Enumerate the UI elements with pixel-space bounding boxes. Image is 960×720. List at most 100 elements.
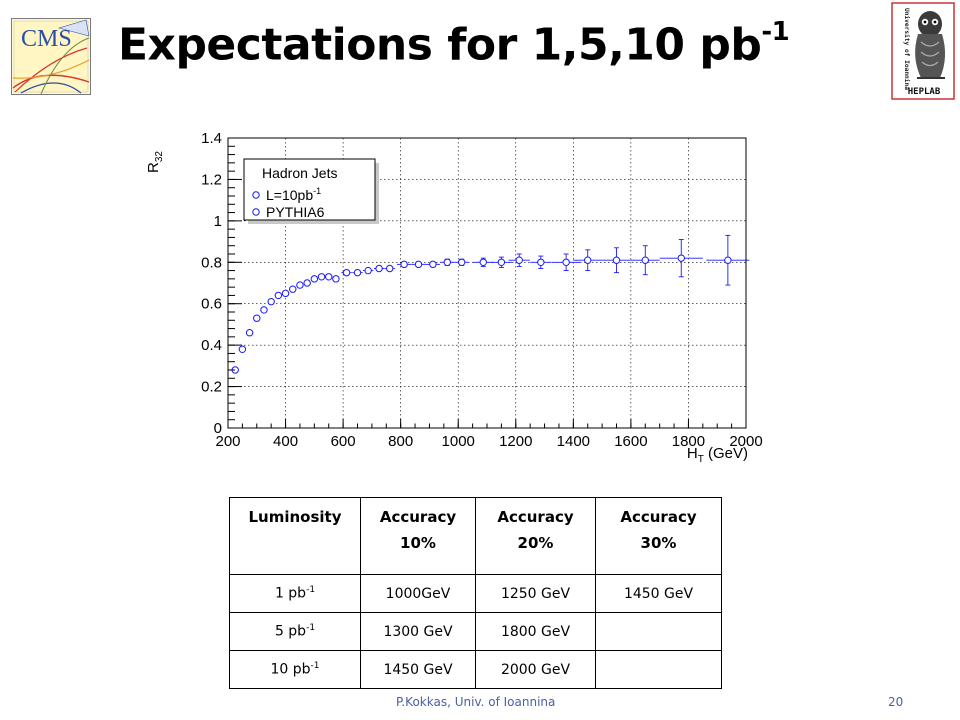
data-point [260, 306, 268, 314]
data-point [454, 258, 469, 266]
data-marker [364, 266, 372, 275]
heplab-vertical-text: University of Ioannina [903, 8, 911, 90]
data-point [267, 297, 275, 306]
cell-luminosity: 10 pb-1 [229, 650, 361, 689]
cell-acc20: 1800 GeV [475, 612, 596, 651]
table-row: 5 pb-1 1300 GeV 1800 GeV [229, 612, 722, 651]
data-point [352, 268, 363, 277]
r32-vs-ht-chart: 200 400 600 800 1000 1200 1400 1600 1800 2000 0 0.2… [145, 130, 763, 465]
heplab-logo-text: HEPLAB [908, 87, 941, 97]
data-marker [457, 258, 466, 266]
data-marker [245, 329, 254, 337]
x-tick-label: 600 [331, 433, 356, 450]
heplab-logo: University of Ioannina HEPLAB [891, 2, 955, 100]
legend-marker-0 [252, 191, 260, 199]
cell-acc10: 1450 GeV [360, 650, 476, 689]
data-point [317, 273, 326, 281]
cell-acc20: 2000 GeV [475, 650, 596, 689]
data-marker [310, 275, 319, 283]
page-number: 20 [888, 695, 904, 709]
legend-entry-0: L=10pb-1 [266, 186, 321, 203]
x-tick-label: 1400 [557, 433, 590, 450]
data-point [362, 266, 374, 275]
legend-entry-1: PYTHIA6 [266, 204, 325, 220]
data-marker [400, 260, 408, 269]
data-marker [724, 256, 732, 264]
data-point [573, 249, 603, 272]
data-point [325, 273, 333, 281]
data-marker [289, 285, 297, 293]
data-marker [641, 256, 649, 264]
data-marker [386, 264, 394, 273]
data-marker [332, 275, 340, 283]
data-point [551, 253, 581, 272]
data-marker [303, 279, 311, 287]
data-marker [414, 260, 423, 269]
data-point [472, 257, 494, 267]
y-tick-label: 0.8 [201, 254, 222, 271]
cms-logo: CMS [11, 18, 91, 95]
data-marker [479, 258, 487, 266]
x-axis-title: HT (GeV) [687, 445, 748, 465]
data-marker [584, 256, 592, 264]
data-point [341, 268, 352, 277]
x-tick-label: 800 [388, 433, 413, 450]
table-row: 1 pb-1 1000GeV 1250 GeV 1450 GeV [229, 574, 722, 613]
data-point [296, 281, 304, 289]
y-tick-label: 0.2 [201, 379, 222, 396]
y-tick-label: 0 [214, 420, 222, 437]
cell-acc10: 1000GeV [360, 574, 476, 613]
data-point [706, 234, 750, 286]
header-accuracy-30: Accuracy 30% [595, 497, 722, 575]
header-accuracy-10: Accuracy 10% [360, 497, 476, 575]
y-tick-label: 0.4 [201, 337, 222, 354]
x-tick-label: 1600 [614, 433, 647, 450]
data-point [602, 247, 631, 274]
cell-acc10: 1300 GeV [360, 612, 476, 651]
y-axis-title: R32 [145, 151, 165, 173]
data-marker [317, 273, 326, 281]
data-marker [537, 258, 545, 266]
data-point [245, 329, 254, 337]
data-point [396, 260, 412, 269]
data-marker [429, 260, 437, 269]
data-point [384, 264, 395, 273]
cell-acc30 [595, 650, 722, 689]
footer-author: P.Kokkas, Univ. of Ioannina [396, 695, 556, 709]
data-marker [342, 268, 351, 277]
data-marker [515, 256, 523, 264]
data-point [281, 289, 290, 298]
chart-legend: Hadron Jets L=10pb-1 PYTHIA6 [243, 158, 379, 224]
data-marker [375, 264, 383, 273]
slide-title: Expectations for 1,5,10 pb-1 [118, 17, 790, 71]
data-marker [497, 258, 506, 266]
data-marker [612, 256, 621, 264]
data-marker [353, 268, 362, 277]
x-tick-label: 1200 [499, 433, 532, 450]
table-header-row: Luminosity Accuracy 10% Accuracy 20% Accur… [229, 497, 722, 575]
data-point [490, 256, 513, 268]
data-point [274, 291, 283, 300]
cell-acc30 [595, 612, 722, 651]
y-tick-label: 1.2 [201, 171, 222, 188]
data-point [659, 239, 703, 278]
data-point [508, 253, 530, 267]
data-marker [325, 273, 333, 281]
y-tick-label: 0.6 [201, 296, 222, 313]
data-marker [281, 289, 290, 298]
cell-luminosity: 5 pb-1 [229, 612, 361, 651]
table-row: 10 pb-1 1450 GeV 2000 GeV [229, 650, 722, 689]
data-marker [238, 345, 247, 353]
cms-logo-text: CMS [21, 26, 72, 52]
y-tick-label: 1 [214, 213, 222, 230]
data-point [289, 285, 297, 293]
data-point [425, 260, 441, 269]
legend-marker-1 [252, 208, 260, 216]
cell-luminosity: 1 pb-1 [229, 574, 361, 613]
data-marker [253, 314, 261, 322]
data-point [332, 275, 340, 283]
x-tick-label: 200 [215, 433, 240, 450]
cell-acc20: 1250 GeV [475, 574, 596, 613]
chart-tick-labels: 200 400 600 800 1000 1200 1400 1600 1800 2000 0 0.2… [201, 130, 763, 450]
data-point [530, 255, 552, 269]
